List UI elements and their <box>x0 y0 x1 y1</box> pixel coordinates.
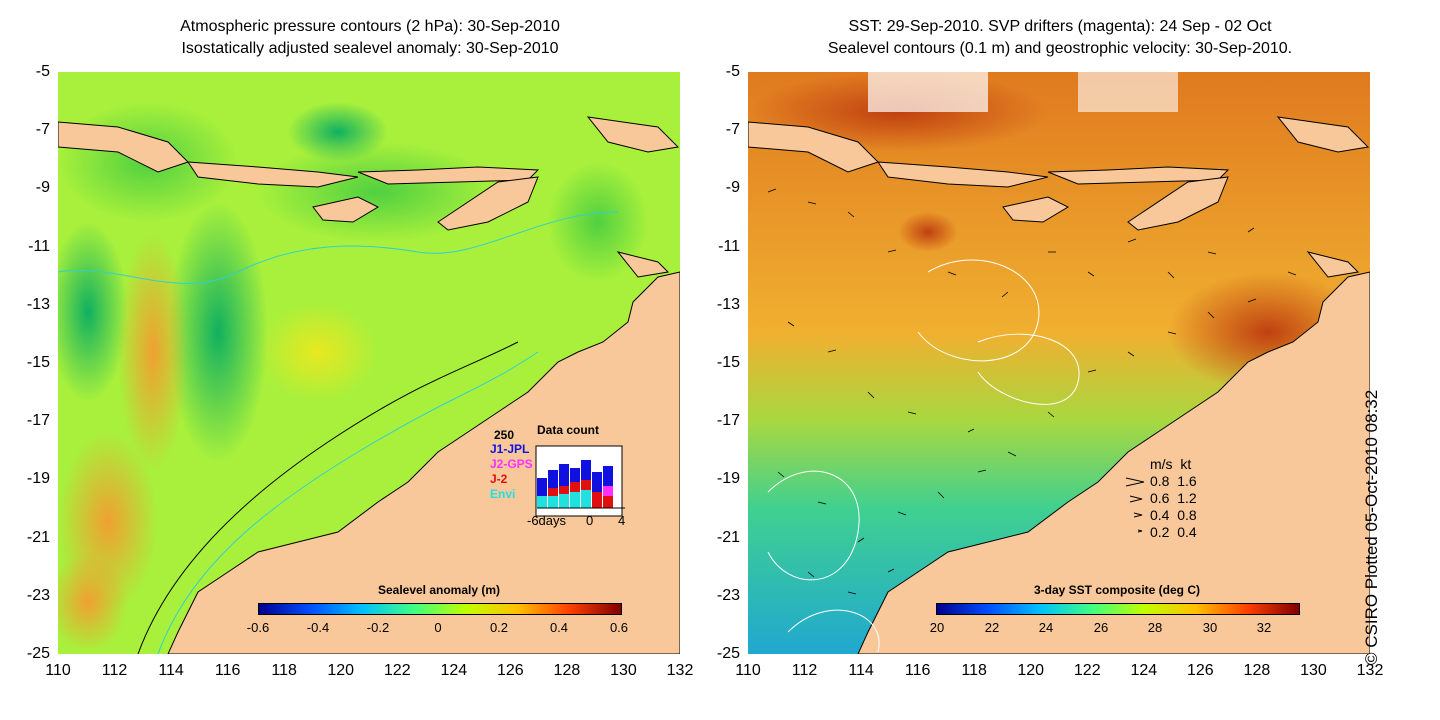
credit-text: © CSIRO Plotted 05-Oct-2010 08:32 <box>1362 389 1381 665</box>
data-count-bars <box>537 460 625 509</box>
right-title-line2: Sealevel contours (0.1 m) and geostrophi… <box>827 40 1293 57</box>
y-tick-label: -17 <box>716 412 740 430</box>
left-cbar-tick: -0.2 <box>366 620 390 635</box>
x-tick-label: 122 <box>1073 662 1101 679</box>
x-tick-label: 124 <box>440 662 468 679</box>
data-count-x-end: 4 <box>618 513 626 528</box>
x-tick-label: 132 <box>666 662 694 679</box>
x-tick-label: 112 <box>101 662 128 679</box>
y-tick-label: -19 <box>716 470 740 488</box>
left-cbar-tick: -0.4 <box>306 620 330 635</box>
x-tick-label: 130 <box>610 662 637 679</box>
y-tick-label: -5 <box>35 63 50 80</box>
x-tick-label: 116 <box>904 662 931 679</box>
data-count-series-j1: J1-JPL <box>490 442 530 456</box>
left-cbar-tick: 0.6 <box>609 620 629 635</box>
left-cbar-tick: 0.2 <box>489 620 509 635</box>
x-tick-label: 126 <box>497 662 524 679</box>
left-cbar-tick: 0.4 <box>549 620 569 635</box>
x-tick-label: 110 <box>735 662 761 679</box>
velocity-legend-header: m/s kt <box>1150 456 1192 472</box>
x-tick-label: 128 <box>1243 662 1271 679</box>
x-tick-label: 116 <box>214 662 241 679</box>
velocity-legend-row: 0.8 1.6 <box>1150 473 1197 489</box>
y-tick-label: -13 <box>716 295 740 313</box>
x-tick-label: 122 <box>383 662 411 679</box>
x-tick-label: 126 <box>1187 662 1214 679</box>
x-tick-label: 110 <box>45 662 71 679</box>
velocity-legend-row: 0.6 1.2 <box>1150 490 1197 506</box>
y-tick-label: -15 <box>716 354 740 371</box>
right-cbar-tick: 26 <box>1093 620 1109 635</box>
left-cbar-tick: -0.6 <box>246 620 270 635</box>
x-tick-label: 120 <box>327 662 355 679</box>
right-cbar-tick: 22 <box>984 620 1000 635</box>
y-tick-label: -11 <box>28 237 50 255</box>
x-tick-label: 118 <box>961 662 987 679</box>
y-tick-label: -11 <box>718 237 740 255</box>
x-tick-label: 118 <box>271 662 297 679</box>
right-title-line1: SST: 29-Sep-2010. SVP drifters (magenta)… <box>848 18 1272 35</box>
y-tick-label: -19 <box>26 470 50 488</box>
right-cbar-tick: 32 <box>1256 620 1272 635</box>
y-tick-label: -23 <box>716 586 740 604</box>
velocity-legend-row: 0.4 0.8 <box>1150 507 1197 523</box>
x-tick-label: 128 <box>553 662 581 679</box>
left-colorbar-label: Sealevel anomaly (m) <box>377 583 501 597</box>
sst-map[interactable] <box>748 72 1370 654</box>
right-cbar-tick: 24 <box>1038 620 1054 635</box>
y-tick-label: -21 <box>26 528 50 546</box>
left-title-line2: Isostatically adjusted sealevel anomaly:… <box>181 40 559 57</box>
data-count-series-envi: Envi <box>490 487 516 501</box>
y-tick-label: -7 <box>35 121 50 139</box>
right-colorbar <box>936 603 1300 615</box>
x-tick-label: 112 <box>791 662 818 679</box>
left-title: Atmospheric pressure contours (2 hPa): 3… <box>60 16 680 60</box>
data-count-series-j2gps: J2-GPS <box>490 457 533 471</box>
y-tick-label: -15 <box>26 354 50 371</box>
left-cbar-tick: 0 <box>434 620 442 635</box>
data-count-series-j2: J-2 <box>490 472 508 486</box>
velocity-legend-row: 0.2 0.4 <box>1150 524 1197 540</box>
data-count-x-zero: 0 <box>586 513 594 528</box>
x-tick-label: 120 <box>1017 662 1045 679</box>
y-tick-label: -25 <box>716 645 740 662</box>
left-colorbar <box>258 603 622 615</box>
data-count-title: Data count <box>537 423 600 437</box>
y-tick-label: -17 <box>26 412 50 430</box>
x-tick-label: 130 <box>1300 662 1327 679</box>
right-title: SST: 29-Sep-2010. SVP drifters (magenta)… <box>750 16 1370 60</box>
y-tick-label: -21 <box>716 528 740 546</box>
x-tick-label: 132 <box>1356 662 1384 679</box>
velocity-legend-arrows <box>1125 477 1145 533</box>
x-tick-label: 114 <box>848 662 874 679</box>
data-count-max: 250 <box>494 428 515 442</box>
sealevel-anomaly-map[interactable] <box>58 72 680 654</box>
y-tick-label: -7 <box>725 121 740 139</box>
x-tick-label: 124 <box>1130 662 1158 679</box>
y-tick-label: -23 <box>26 586 50 604</box>
y-tick-label: -5 <box>725 63 740 80</box>
right-colorbar-label: 3-day SST composite (deg C) <box>1033 583 1201 597</box>
y-tick-label: -9 <box>35 179 50 197</box>
right-cbar-tick: 28 <box>1147 620 1163 635</box>
data-count-x-start: -6days <box>527 513 567 528</box>
right-cbar-tick: 20 <box>929 620 945 635</box>
geostrophic-velocity-arrows <box>767 188 1297 595</box>
right-cbar-tick: 30 <box>1202 620 1218 635</box>
y-tick-label: -13 <box>26 295 50 313</box>
y-tick-label: -25 <box>26 645 50 662</box>
y-tick-label: -9 <box>725 179 740 197</box>
x-tick-label: 114 <box>158 662 184 679</box>
left-title-line1: Atmospheric pressure contours (2 hPa): 3… <box>180 18 560 35</box>
